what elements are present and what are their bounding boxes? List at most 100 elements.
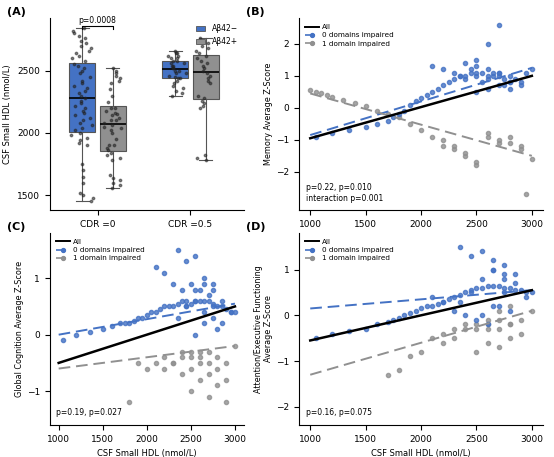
Point <box>406 309 414 317</box>
Point <box>478 312 486 319</box>
Point <box>527 66 536 73</box>
Point <box>361 103 370 110</box>
Point <box>138 314 147 321</box>
Point <box>489 266 497 273</box>
Point <box>472 162 481 169</box>
Point <box>466 252 475 260</box>
Point <box>522 293 531 301</box>
Point <box>505 303 514 310</box>
Y-axis label: Global Cognition Average Z-Score: Global Cognition Average Z-Score <box>15 261 24 397</box>
Point <box>516 79 525 86</box>
Point <box>112 72 121 79</box>
Point <box>444 79 453 86</box>
Point <box>83 134 92 142</box>
Point <box>178 348 187 355</box>
Point <box>107 149 116 157</box>
Point <box>151 308 160 316</box>
Point <box>175 67 184 74</box>
Point <box>78 124 86 132</box>
Point <box>505 335 514 342</box>
Point <box>417 305 425 312</box>
Point <box>394 314 403 321</box>
Point <box>461 312 470 319</box>
Point <box>173 300 182 307</box>
Point <box>345 127 353 134</box>
Point <box>208 286 217 293</box>
Point <box>500 75 509 83</box>
Point <box>213 354 222 361</box>
Point <box>74 62 83 69</box>
Point <box>79 167 88 174</box>
Point <box>428 63 437 70</box>
Point <box>182 297 191 304</box>
Point <box>75 189 84 197</box>
Point <box>350 100 359 107</box>
Point <box>182 303 191 310</box>
Point <box>339 96 348 103</box>
Point <box>472 63 481 70</box>
Point <box>226 308 235 316</box>
Point <box>213 325 222 333</box>
Point <box>472 159 481 166</box>
Point <box>433 85 442 92</box>
Point <box>167 54 176 62</box>
Point <box>88 122 96 129</box>
Point <box>178 354 187 361</box>
Point <box>101 107 110 114</box>
Point <box>461 149 470 156</box>
Point <box>439 330 448 337</box>
Point <box>400 107 409 115</box>
Point <box>494 136 503 143</box>
Point <box>389 316 398 324</box>
Point <box>394 111 403 118</box>
Point <box>439 143 448 150</box>
Point <box>489 69 497 76</box>
Point <box>75 90 84 97</box>
Point <box>201 152 209 159</box>
Point <box>89 194 98 202</box>
Point <box>208 314 217 321</box>
Point <box>99 119 108 127</box>
Point <box>78 173 87 180</box>
Point <box>417 348 425 356</box>
Point <box>187 348 196 355</box>
Point <box>494 69 503 76</box>
Point <box>383 111 392 118</box>
Point <box>169 57 178 64</box>
Point <box>77 37 86 44</box>
Point <box>193 154 202 161</box>
Point <box>472 72 481 80</box>
Point <box>172 77 181 84</box>
Point <box>71 127 80 134</box>
Point <box>483 66 492 73</box>
Point <box>522 289 531 296</box>
Point <box>86 73 95 80</box>
Point <box>500 284 509 292</box>
Point <box>494 325 503 333</box>
Point <box>191 252 199 259</box>
Point <box>199 102 208 109</box>
Point <box>450 335 459 342</box>
Point <box>195 359 204 367</box>
X-axis label: CSF Small HDL (nmol/L): CSF Small HDL (nmol/L) <box>97 449 197 457</box>
X-axis label: CSF Small HDL (nmol/L): CSF Small HDL (nmol/L) <box>371 449 471 457</box>
Point <box>102 144 111 152</box>
Point <box>500 261 509 269</box>
Point <box>86 44 95 52</box>
Point <box>104 98 113 106</box>
Point <box>78 107 87 114</box>
Point <box>389 114 398 121</box>
Point <box>494 303 503 310</box>
Point <box>59 337 68 344</box>
Point <box>69 27 78 34</box>
Point <box>439 136 448 143</box>
Point <box>213 365 222 372</box>
Point <box>361 123 370 131</box>
Point <box>500 275 509 282</box>
Point <box>134 359 142 367</box>
Point <box>75 69 84 77</box>
Text: (B): (B) <box>245 7 264 17</box>
Point <box>450 69 459 76</box>
Point <box>311 133 320 140</box>
Point <box>450 143 459 150</box>
